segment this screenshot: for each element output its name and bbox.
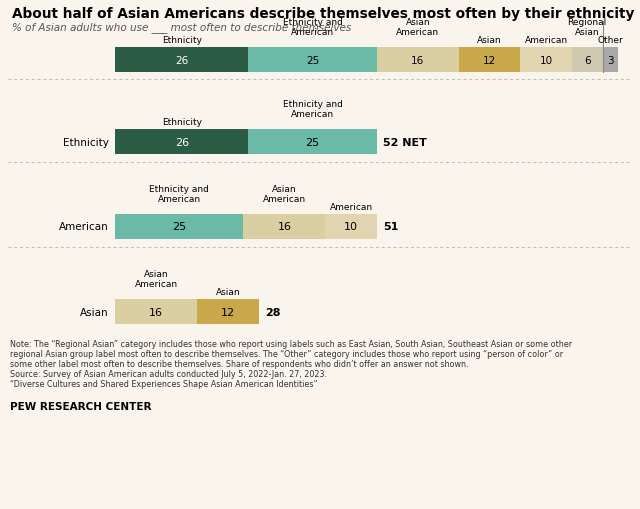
Text: Ethnicity: Ethnicity <box>63 137 109 147</box>
Text: “Diverse Cultures and Shared Experiences Shape Asian American Identities”: “Diverse Cultures and Shared Experiences… <box>10 379 317 388</box>
Text: 16: 16 <box>412 55 424 65</box>
Text: Regional
Asian: Regional Asian <box>568 18 607 37</box>
Bar <box>115 215 243 240</box>
Text: Ethnicity: Ethnicity <box>162 118 202 127</box>
Text: % of Asian adults who use ___ most often to describe themselves: % of Asian adults who use ___ most often… <box>12 22 351 33</box>
Bar <box>572 48 603 73</box>
Text: 26: 26 <box>175 55 188 65</box>
Text: Source: Survey of Asian American adults conducted July 5, 2022-Jan. 27, 2023.: Source: Survey of Asian American adults … <box>10 369 327 378</box>
Text: 28: 28 <box>265 307 280 317</box>
Text: Asian: Asian <box>81 307 109 317</box>
Text: Asian
American: Asian American <box>263 184 306 204</box>
Text: 16: 16 <box>277 222 291 232</box>
Text: 10: 10 <box>540 55 553 65</box>
Text: regional Asian group label most often to describe themselves. The “Other” catego: regional Asian group label most often to… <box>10 349 563 358</box>
Text: 10: 10 <box>344 222 358 232</box>
Text: Ethnicity and
American: Ethnicity and American <box>149 184 209 204</box>
Text: 16: 16 <box>149 307 163 317</box>
Text: Asian: Asian <box>216 288 240 296</box>
Text: American: American <box>60 222 109 232</box>
Text: 12: 12 <box>221 307 235 317</box>
Bar <box>197 299 259 324</box>
Text: 52 NET: 52 NET <box>383 137 427 147</box>
Text: American: American <box>525 36 568 45</box>
Text: Note: The “Regional Asian” category includes those who report using labels such : Note: The “Regional Asian” category incl… <box>10 340 572 348</box>
Text: Asian
American: Asian American <box>396 18 440 37</box>
Bar <box>603 48 618 73</box>
Text: 25: 25 <box>305 137 319 147</box>
Bar <box>243 215 325 240</box>
Bar <box>248 48 377 73</box>
Bar <box>520 48 572 73</box>
Bar <box>248 130 377 155</box>
Text: Ethnicity and
American: Ethnicity and American <box>283 99 342 119</box>
Bar <box>115 48 248 73</box>
Text: 25: 25 <box>306 55 319 65</box>
Text: 25: 25 <box>172 222 186 232</box>
Bar <box>377 48 459 73</box>
Text: 12: 12 <box>483 55 496 65</box>
Text: Ethnicity: Ethnicity <box>162 36 202 45</box>
Bar <box>459 48 520 73</box>
Text: Other: Other <box>597 36 623 45</box>
Text: 26: 26 <box>175 137 189 147</box>
Bar <box>115 130 248 155</box>
Text: 51: 51 <box>383 222 398 232</box>
Bar <box>325 215 377 240</box>
Text: 6: 6 <box>584 55 591 65</box>
Text: Ethnicity and
American: Ethnicity and American <box>283 18 342 37</box>
Text: some other label most often to describe themselves. Share of respondents who did: some other label most often to describe … <box>10 359 468 369</box>
Text: PEW RESEARCH CENTER: PEW RESEARCH CENTER <box>10 401 152 411</box>
Text: American: American <box>330 203 372 212</box>
Text: Asian
American: Asian American <box>134 269 178 289</box>
Text: About half of Asian Americans describe themselves most often by their ethnicity: About half of Asian Americans describe t… <box>12 7 634 21</box>
Text: 3: 3 <box>607 55 614 65</box>
Text: Asian: Asian <box>477 36 502 45</box>
Bar <box>115 299 197 324</box>
